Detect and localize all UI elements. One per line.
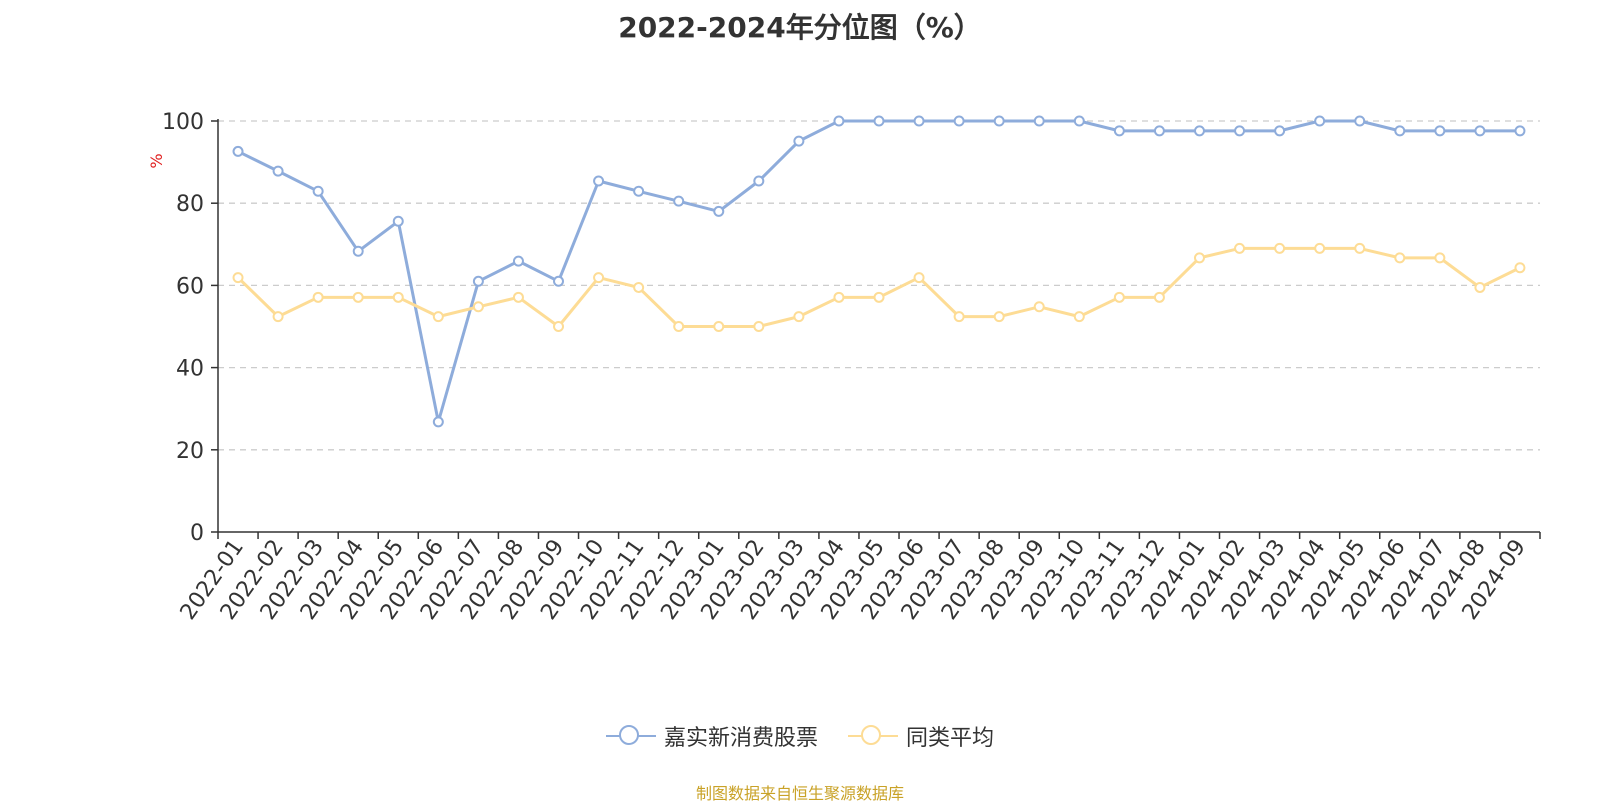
data-point-series-2 [1033,301,1045,313]
legend-label-series-2: 同类平均 [906,726,995,751]
data-point-series-2 [1193,252,1205,264]
data-point-series-2 [713,321,725,332]
data-point-series-2 [1274,242,1286,254]
data-point-series-2 [1073,311,1085,323]
y-tick-label: 80 [176,192,204,217]
data-point-series-2 [633,281,645,293]
data-point-series-2 [833,291,845,303]
legend-marker-icon-series-1 [605,725,656,747]
data-point-series-1 [953,115,965,127]
data-point-series-2 [392,291,404,303]
data-point-series-1 [793,135,805,147]
data-point-series-1 [1394,125,1406,137]
data-point-series-2 [512,291,524,303]
data-point-series-1 [1234,125,1246,137]
data-point-series-1 [1193,125,1205,137]
data-point-series-2 [272,311,284,323]
data-point-series-2 [1514,262,1526,274]
data-point-series-2 [1234,242,1246,254]
data-point-series-1 [1274,125,1286,137]
data-point-series-2 [673,321,685,332]
data-point-series-1 [272,165,284,177]
data-point-series-2 [1113,291,1125,303]
data-point-series-1 [432,416,444,428]
y-tick-label: 0 [190,521,204,546]
series-line-1 [237,119,1520,424]
data-point-series-2 [873,291,885,303]
data-point-series-1 [1514,125,1526,137]
data-point-series-2 [352,291,364,303]
data-point-series-1 [833,115,845,127]
data-point-series-2 [993,311,1005,323]
legend-item-series-1[interactable]: 嘉实新消费股票 [605,720,818,752]
data-point-series-1 [1434,125,1446,137]
data-point-series-1 [873,115,885,127]
series-line-2 [236,246,1521,328]
data-point-series-1 [232,145,244,157]
legend-item-series-2[interactable]: 同类平均 [848,720,994,752]
data-point-series-2 [472,301,484,313]
data-point-series-2 [432,311,444,323]
data-point-series-1 [312,185,324,197]
data-source-note: 制图数据来自恒生聚源数据库 [695,784,904,803]
data-point-series-2 [1314,242,1326,254]
data-point-series-1 [993,115,1005,127]
data-point-series-2 [1434,252,1446,264]
legend-label-series-1: 嘉实新消费股票 [663,726,818,751]
data-point-series-2 [232,272,244,284]
data-point-series-2 [1474,281,1486,293]
data-point-series-2 [1354,242,1366,254]
chart-title: 2022-2024年分位图（%） [618,11,982,44]
y-tick-label: 60 [176,274,204,299]
data-point-series-1 [472,275,484,287]
data-point-series-2 [1153,291,1165,303]
data-point-series-1 [553,275,565,287]
y-tick-label: 100 [162,110,204,135]
chart-legend: 嘉实新消费股票 同类平均 [0,720,1600,752]
data-point-series-1 [1073,115,1085,127]
data-point-series-1 [713,205,725,217]
y-tick-label: 20 [176,439,204,464]
data-point-series-2 [953,311,965,323]
line-chart: 020406080100%2022-012022-022022-032022-0… [147,110,1541,625]
data-point-series-1 [1113,125,1125,137]
data-point-series-2 [913,272,925,284]
data-point-series-2 [753,321,765,332]
data-point-series-1 [1474,125,1486,137]
data-point-series-1 [352,245,364,257]
data-point-series-1 [1153,125,1165,137]
data-point-series-1 [633,185,645,197]
data-point-series-1 [753,175,765,187]
data-point-series-1 [1354,115,1366,127]
data-point-series-2 [1394,252,1406,264]
data-point-series-1 [593,175,605,187]
legend-marker-icon-series-2 [848,725,898,747]
data-point-series-1 [673,195,685,207]
data-point-series-1 [1033,115,1045,127]
data-point-series-2 [593,272,605,284]
y-axis-label: % [147,153,166,168]
data-point-series-1 [913,115,925,127]
data-point-series-1 [1314,115,1326,127]
data-point-series-2 [312,291,324,303]
y-tick-label: 40 [176,357,204,382]
data-point-series-1 [512,255,524,267]
data-point-series-2 [793,311,805,323]
data-point-series-2 [553,321,565,332]
data-point-series-1 [392,215,404,227]
